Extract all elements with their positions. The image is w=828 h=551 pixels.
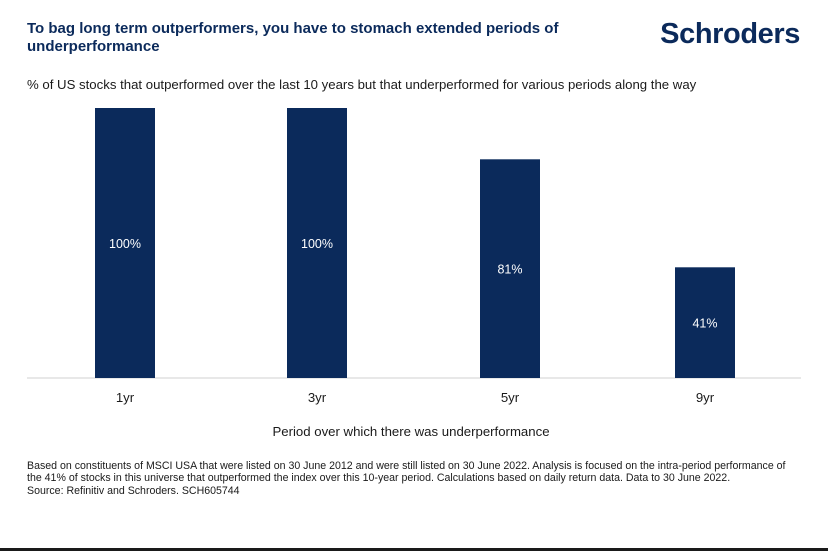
x-tick-label-5yr: 5yr [501, 390, 520, 405]
footnote-text: Based on constituents of MSCI USA that w… [27, 460, 786, 485]
bar-9yr [675, 267, 735, 378]
bottom-divider [0, 548, 828, 551]
data-label-3yr: 100% [301, 237, 333, 251]
bar-3yr [287, 108, 347, 378]
x-tick-label-3yr: 3yr [308, 390, 327, 405]
chart-subtitle: % of US stocks that outperformed over th… [27, 77, 697, 92]
data-label-1yr: 100% [109, 237, 141, 251]
x-tick-label-1yr: 1yr [116, 390, 135, 405]
x-tick-label-9yr: 9yr [696, 390, 715, 405]
bar-chart: 100% 1yr 100% 3yr 81% 5yr 41% 9yr Period over w… [27, 108, 801, 439]
bar-5yr [480, 159, 540, 378]
source-line: Source: Refinitiv and Schroders. SCH6057… [27, 484, 240, 497]
chart-title: To bag long term outperformers, you have… [27, 20, 559, 55]
bar-1yr [95, 108, 155, 378]
schroders-logo: Schroders [660, 18, 800, 50]
x-axis-label: Period over which there was underperform… [272, 424, 549, 439]
data-label-9yr: 41% [692, 317, 717, 331]
footnote: Based on constituents of MSCI USA that w… [27, 460, 787, 497]
data-label-5yr: 81% [497, 263, 522, 277]
